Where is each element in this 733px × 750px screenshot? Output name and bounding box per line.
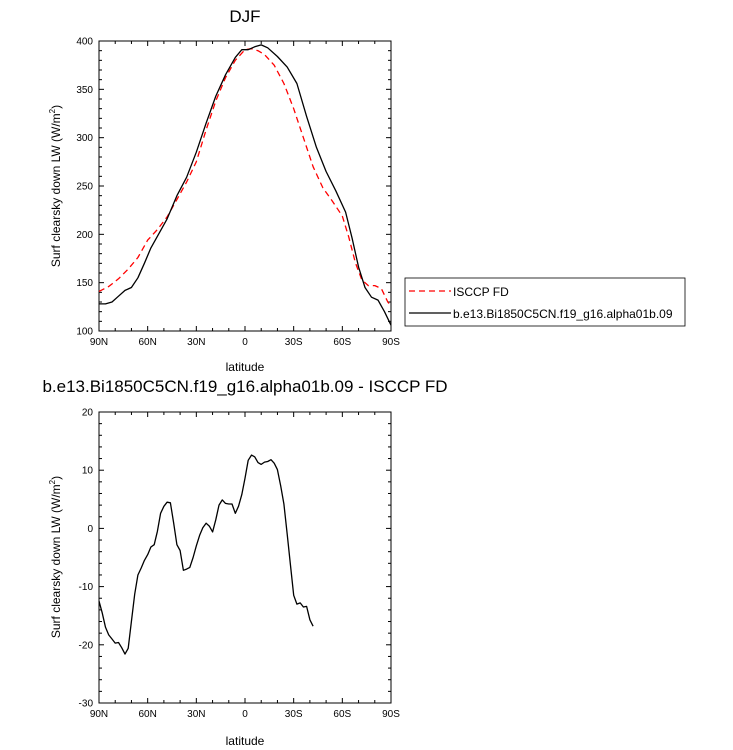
x-tick-label: 90N [90, 709, 108, 720]
bottom-y-axis-label: Surf clearsky down LW (W/m2) [48, 476, 63, 638]
x-tick-label: 60S [333, 337, 351, 348]
top-panel: DJF 90N 60N 30N 0 30S 60S 90S 100 150 200 250 300 35… [48, 7, 400, 374]
plot-frame [98, 411, 392, 704]
y-tick-label: 250 [76, 182, 93, 193]
y-tick-label: 400 [76, 37, 93, 48]
x-tick-label: 30S [285, 709, 303, 720]
x-tick-label: 30N [187, 337, 205, 348]
legend-label-isccp: ISCCP FD [453, 285, 509, 299]
y-tick-label: 100 [76, 327, 93, 338]
y-tick-label: 10 [82, 466, 94, 477]
y-tick-label: 200 [76, 230, 93, 241]
x-tick-label: 0 [242, 337, 248, 348]
top-x-axis-label: latitude [226, 360, 265, 374]
y-tick-label: -20 [79, 640, 94, 651]
legend-label-model: b.e13.Bi1850C5CN.f19_g16.alpha01b.09 [453, 307, 673, 321]
series-line-1-0 [98, 454, 314, 655]
x-tick-label: 0 [242, 709, 248, 720]
legend-box [404, 277, 686, 327]
legend: ISCCP FD b.e13.Bi1850C5CN.f19_g16.alpha0… [404, 277, 686, 327]
x-tick-label: 90N [90, 337, 108, 348]
top-chart-title: DJF [229, 7, 260, 26]
bottom-panel: b.e13.Bi1850C5CN.f19_g16.alpha01b.09 - I… [42, 377, 447, 748]
series-line-0-1 [99, 44, 392, 326]
y-tick-label: 0 [87, 524, 93, 535]
x-tick-label: 60N [138, 709, 156, 720]
y-tick-label: 300 [76, 133, 93, 144]
y-tick-label: 20 [82, 408, 94, 419]
bottom-plot-area: 90N 60N 30N 0 30S 60S 90S -30 -20 -10 0 10 20 [79, 408, 401, 721]
top-y-axis-label: Surf clearsky down LW (W/m2) [48, 105, 63, 267]
y-tick-label: -30 [79, 699, 94, 710]
plot-frame [98, 40, 392, 332]
x-tick-label: 90S [382, 337, 400, 348]
x-tick-label: 60S [333, 709, 351, 720]
y-tick-label: 350 [76, 85, 93, 96]
x-tick-label: 60N [138, 337, 156, 348]
x-tick-label: 30N [187, 709, 205, 720]
bottom-chart-title: b.e13.Bi1850C5CN.f19_g16.alpha01b.09 - I… [42, 377, 447, 396]
series-line-0-0 [98, 48, 392, 307]
y-tick-label: 150 [76, 278, 93, 289]
top-plot-area: 90N 60N 30N 0 30S 60S 90S 100 150 200 250 300 350 400 [76, 37, 400, 349]
x-tick-label: 30S [285, 337, 303, 348]
y-tick-label: -10 [79, 582, 94, 593]
bottom-x-axis-label: latitude [226, 734, 265, 748]
x-tick-label: 90S [382, 709, 400, 720]
